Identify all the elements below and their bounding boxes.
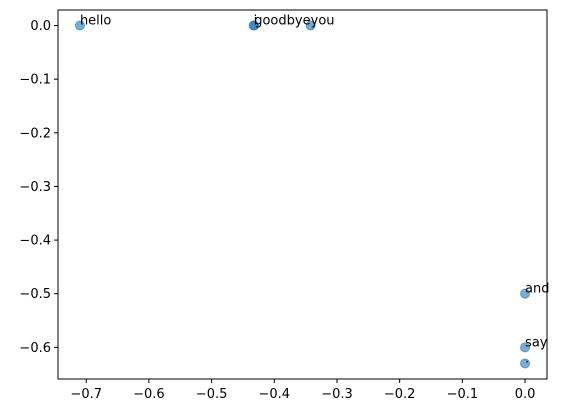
data-point <box>520 288 531 299</box>
point-label: you <box>311 14 335 29</box>
y-tick-label: −0.4 <box>19 234 51 249</box>
data-point <box>305 20 316 31</box>
x-tick-label: −0.2 <box>384 387 416 402</box>
data-point <box>249 20 260 31</box>
point-label: i <box>254 14 258 29</box>
data-point <box>74 20 85 31</box>
y-tick-label: −0.6 <box>19 341 51 356</box>
x-tick-label: −0.3 <box>321 387 353 402</box>
x-tick-label: −0.6 <box>133 387 165 402</box>
data-points <box>74 20 531 369</box>
x-tick-label: −0.4 <box>258 387 290 402</box>
y-tick-label: −0.1 <box>19 73 51 88</box>
data-point <box>520 342 531 353</box>
y-tick-label: −0.2 <box>19 126 51 141</box>
data-point <box>520 358 531 369</box>
y-tick-label: 0.0 <box>30 19 51 34</box>
x-tick-label: 0.0 <box>515 387 536 402</box>
x-tick-label: −0.1 <box>447 387 479 402</box>
point-label: say <box>525 335 548 350</box>
point-label: and <box>525 282 549 297</box>
y-tick-label: −0.3 <box>19 180 51 195</box>
y-tick-label: −0.5 <box>19 287 51 302</box>
point-label: . <box>525 351 529 366</box>
x-tick-label: −0.7 <box>70 387 102 402</box>
plot-frame <box>57 9 548 380</box>
point-label: hello <box>80 14 111 29</box>
x-tick-label: −0.5 <box>196 387 228 402</box>
y-axis-ticks: 0.0 −0.1 −0.2 −0.3 −0.4 −0.5 −0.6 <box>19 19 58 356</box>
x-axis-ticks: −0.7 −0.6 −0.5 −0.4 −0.3 −0.2 −0.1 0.0 <box>70 379 535 402</box>
point-label: goodbye <box>254 14 310 29</box>
